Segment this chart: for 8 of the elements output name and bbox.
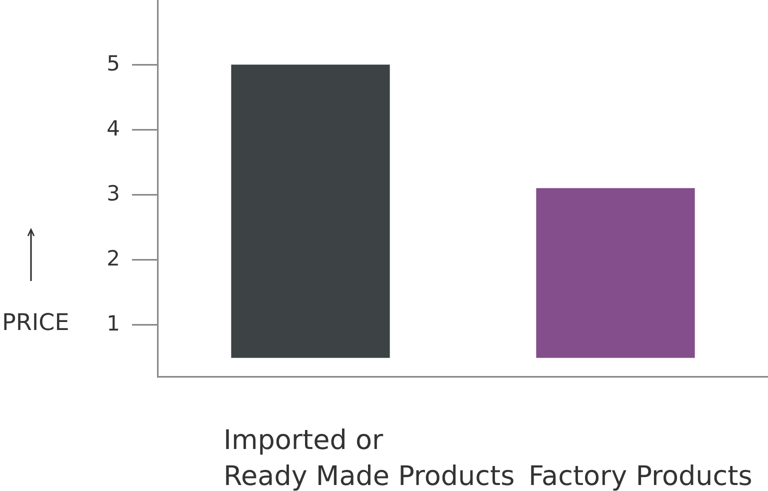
x-tick-label: Imported or Ready Made Products bbox=[224, 425, 515, 491]
y-tick-label: 4 bbox=[106, 116, 120, 140]
y-tick-label: 1 bbox=[106, 311, 120, 336]
y-axis-title: PRICE bbox=[2, 310, 70, 336]
y-tick-label: 5 bbox=[106, 51, 120, 76]
y-tick-label: 3 bbox=[106, 181, 120, 206]
x-tick-label: Factory Products bbox=[528, 461, 752, 491]
y-tick-label: 2 bbox=[106, 246, 120, 270]
